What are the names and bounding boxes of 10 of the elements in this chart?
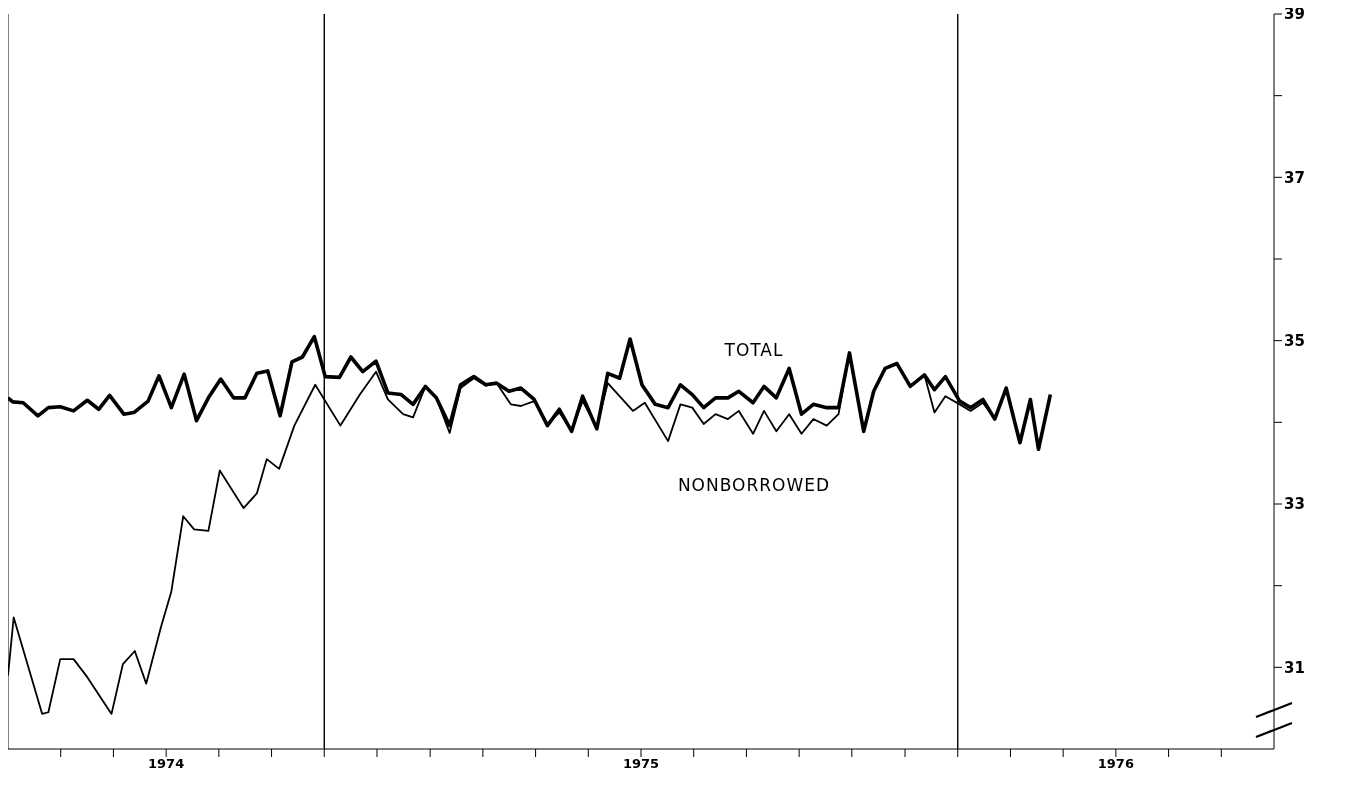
y-tick-label: 39: [1284, 5, 1305, 24]
y-tick-label: 33: [1284, 495, 1305, 514]
series-label: TOTAL: [724, 340, 784, 360]
y-tick-label: 35: [1284, 331, 1305, 350]
x-tick-label: 1975: [622, 756, 660, 772]
x-tick-label: 1974: [148, 756, 185, 772]
x-tick-label: 1976: [1097, 756, 1134, 772]
y-tick-label: 31: [1284, 658, 1305, 677]
y-tick-label: 37: [1284, 168, 1305, 187]
text: NONBORROWED: [677, 475, 831, 495]
